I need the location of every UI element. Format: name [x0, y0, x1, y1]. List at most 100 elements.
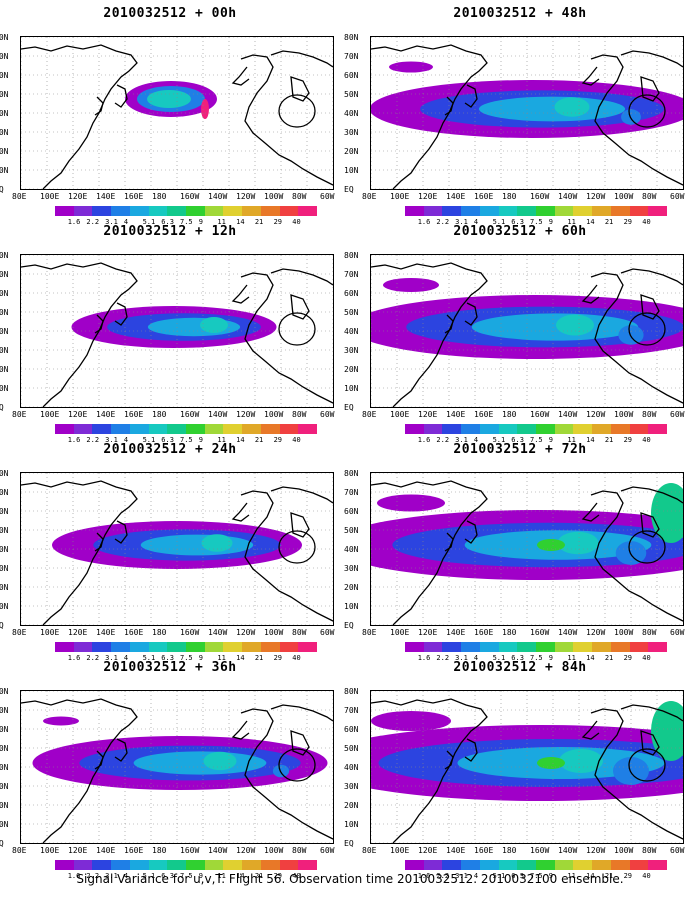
colorbar-tick-label: 21 [254, 654, 264, 662]
colorbar-swatch [405, 424, 424, 434]
colorbar-swatch [92, 424, 112, 434]
longitude-label: 120W [586, 628, 606, 637]
coastline [240, 708, 333, 840]
coastline [371, 480, 488, 625]
colorbar-swatch [260, 424, 280, 434]
colorbar-swatch [298, 424, 318, 434]
coastline [231, 502, 250, 522]
colorbar-tick-label: 5.1 [142, 218, 156, 226]
panel-title: 2010032512 + 12h [103, 224, 237, 239]
colorbar-tick-label: 29 [623, 654, 632, 662]
longitude-label: 60W [670, 192, 685, 201]
variance-region [201, 99, 209, 119]
colorbar-swatch [610, 424, 630, 434]
colorbar-tick-label: 4 [473, 872, 479, 880]
longitude-label: 160W [180, 410, 200, 419]
latitude-label: 20N [0, 365, 9, 374]
longitude-label: 100W [264, 846, 284, 855]
colorbar-swatch [148, 860, 168, 870]
longitude-label: 120W [236, 192, 256, 201]
colorbar-swatch [129, 642, 149, 652]
colorbar-swatch [554, 424, 574, 434]
coastline [590, 490, 683, 622]
latitude-label: 60N [344, 507, 359, 516]
colorbar-tick-label: 29 [623, 218, 632, 226]
coastline [581, 502, 600, 522]
colorbar-swatch [498, 642, 518, 652]
colorbar-swatch [498, 424, 518, 434]
longitude-label: 140W [558, 628, 578, 637]
colorbar-tick-label: 3.1 [455, 872, 468, 880]
longitude-label: 60W [670, 846, 685, 855]
colorbar-swatch [73, 206, 93, 216]
colorbar-swatch [648, 642, 668, 652]
longitude-label: 100E [390, 628, 410, 637]
longitude-label: 100E [40, 628, 60, 637]
variance-region [383, 278, 439, 292]
latitude-label: 70N [344, 706, 359, 715]
colorbar [55, 206, 318, 216]
latitude-label: 60N [0, 289, 9, 298]
colorbar-tick-label: 5.1 [492, 654, 506, 662]
longitude-label: 100W [264, 410, 284, 419]
longitude-label: 120E [68, 192, 88, 201]
latitude-label: EQ [344, 621, 354, 630]
variance-map [20, 36, 334, 190]
latitude-label: 20N [0, 147, 9, 156]
coastline [464, 520, 478, 544]
colorbar-tick-label: 11 [567, 872, 576, 880]
latitude-label: 30N [344, 564, 359, 573]
coastline [240, 54, 333, 186]
longitude-label: 60W [320, 846, 335, 855]
colorbar-swatch [73, 424, 93, 434]
variance-region [201, 534, 233, 552]
longitude-label: 60W [320, 192, 335, 201]
colorbar-tick-label: 11 [567, 654, 576, 662]
colorbar-swatch [148, 206, 168, 216]
colorbar-tick-label: 3.1 [455, 218, 468, 226]
panel-title: 2010032512 + 24h [103, 442, 237, 457]
latitude-label: 20N [344, 801, 359, 810]
latitude-label: 60N [344, 71, 359, 80]
colorbar-tick-label: 1.6 [417, 218, 431, 226]
colorbar-tick-label: 14 [236, 654, 245, 662]
colorbar-swatch [223, 642, 243, 652]
colorbar-swatch [279, 642, 299, 652]
colorbar-tick-label: 14 [236, 872, 245, 880]
colorbar-swatch [629, 860, 649, 870]
coastline [278, 530, 316, 564]
longitude-label: 120W [236, 410, 256, 419]
colorbar-tick-label: 29 [273, 436, 282, 444]
colorbar-tick-label: 7.5 [530, 654, 543, 662]
latitude-label: 70N [0, 270, 9, 279]
colorbar-tick-label: 29 [623, 436, 632, 444]
colorbar-ticks: 1.6 2.2 3.1 4 5.1 6.3 7.5 9 11 14 21 29 40 [55, 655, 317, 663]
longitude-label: 100W [264, 628, 284, 637]
coastline [371, 44, 488, 189]
latitude-label: 60N [344, 289, 359, 298]
latitude-label: 50N [0, 526, 9, 535]
colorbar-tick-label: 11 [217, 654, 226, 662]
colorbar-tick-label: 40 [642, 436, 651, 444]
colorbar-tick-label: 21 [604, 654, 614, 662]
coastline [240, 272, 333, 404]
forecast-panel: 2010032512 + 12h 80N 70N 60N 50N 40N 30N 20N 10N… [0, 224, 340, 444]
colorbar-swatch [461, 424, 480, 434]
colorbar-tick-label: 9 [548, 436, 553, 444]
coastline [270, 704, 333, 722]
colorbar-swatch [204, 206, 224, 216]
colorbar-swatch [186, 206, 205, 216]
colorbar-swatch [573, 860, 593, 870]
coastline [94, 532, 104, 552]
longitude-label: 100E [390, 846, 410, 855]
latitude-label: 40N [0, 763, 9, 772]
variance-region [557, 531, 599, 555]
colorbar-swatch [204, 860, 224, 870]
latitude-label: 50N [0, 90, 9, 99]
coastline [628, 748, 666, 782]
colorbar-tick-label: 3.1 [105, 654, 118, 662]
colorbar-tick-label: 14 [586, 654, 595, 662]
colorbar-ticks: 1.6 2.2 3.1 4 5.1 6.3 7.5 9 11 14 21 29 40 [55, 219, 317, 227]
colorbar-swatch [648, 206, 668, 216]
colorbar-swatch [260, 860, 280, 870]
